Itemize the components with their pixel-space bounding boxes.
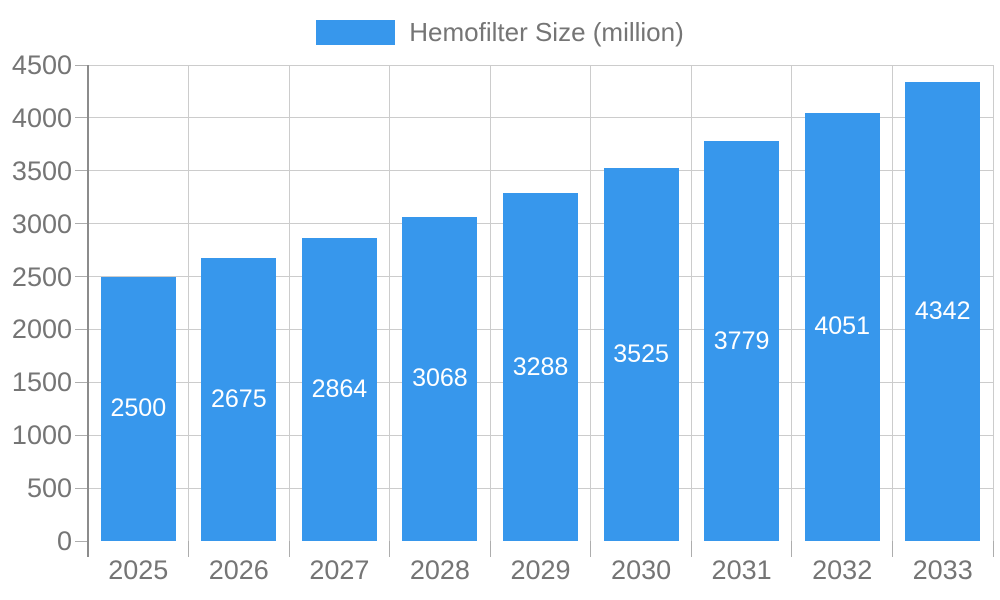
y-axis-tick: [75, 487, 88, 489]
y-axis-label: 3500: [11, 155, 72, 186]
y-axis-label: 500: [26, 473, 72, 504]
bar-2028-text: 3068: [412, 364, 468, 393]
bar-2025-text: 2500: [110, 394, 167, 423]
bar-2030-text: 3525: [613, 340, 669, 369]
y-axis-label: 3000: [11, 208, 72, 239]
legend[interactable]: Hemofilter Size (million): [0, 16, 1000, 48]
y-axis-tick: [75, 540, 88, 542]
x-axis-label: 2028: [409, 555, 470, 585]
gridline-vertical: [188, 65, 190, 541]
y-axis-label: 4500: [11, 50, 72, 80]
bar-2026-text: 2675: [210, 385, 267, 413]
bar-2032-text: 4051: [814, 312, 870, 341]
legend-swatch: [316, 19, 396, 45]
y-axis-tick: [75, 170, 88, 172]
y-axis-label: 2000: [11, 314, 72, 345]
bar-2029-text: 3288: [512, 352, 569, 381]
bar-2028[interactable]: 3068: [402, 216, 478, 541]
y-axis-tick: [75, 117, 88, 119]
gridline-vertical: [590, 65, 592, 541]
gridline-horizontal: [88, 64, 993, 66]
y-axis-line: [87, 65, 89, 557]
gridline-vertical: [690, 65, 692, 541]
x-axis-label: 2032: [812, 555, 873, 585]
x-axis-label: 2029: [510, 555, 571, 585]
gridline-vertical: [389, 65, 391, 541]
bar-2026[interactable]: 2675: [201, 258, 277, 541]
gridline-vertical: [992, 65, 994, 541]
gridline-vertical: [288, 65, 290, 541]
bar-2027-text: 2864: [311, 375, 368, 404]
gridline-vertical: [891, 65, 893, 541]
x-axis-label: 2031: [711, 555, 772, 585]
bar-2025[interactable]: 2500: [100, 276, 176, 541]
bar-2032[interactable]: 4051: [804, 112, 880, 541]
y-axis-tick: [75, 328, 88, 330]
x-axis-label: 2025: [108, 555, 169, 585]
x-axis-label: 2027: [309, 555, 370, 585]
y-axis-label: 1000: [11, 420, 72, 451]
y-axis-tick: [75, 223, 88, 225]
y-axis-label: 1500: [11, 367, 72, 398]
bar-2030[interactable]: 3525: [603, 168, 679, 541]
bar-2031-text: 3779: [713, 326, 770, 355]
x-axis-label: 2026: [208, 555, 269, 585]
y-axis-label: 2500: [11, 261, 72, 292]
y-axis-tick: [75, 276, 88, 278]
bar-2027[interactable]: 2864: [301, 238, 377, 541]
x-axis-label: 2033: [912, 555, 973, 585]
x-axis-label: 2030: [611, 555, 672, 585]
y-axis-label: 4000: [11, 102, 72, 133]
legend-label: Hemofilter Size (million): [409, 16, 684, 47]
bar-2031[interactable]: 3779: [704, 141, 780, 541]
gridline-vertical: [489, 65, 491, 541]
y-axis-label: 0: [56, 526, 72, 556]
bar-2029[interactable]: 3288: [503, 193, 578, 541]
bar-2033[interactable]: 4342: [905, 81, 981, 541]
gridline-vertical: [791, 65, 793, 541]
y-axis-tick: [75, 381, 88, 383]
bar-2033-text: 4342: [914, 296, 971, 325]
y-axis-tick: [75, 64, 88, 66]
y-axis-tick: [75, 434, 88, 436]
